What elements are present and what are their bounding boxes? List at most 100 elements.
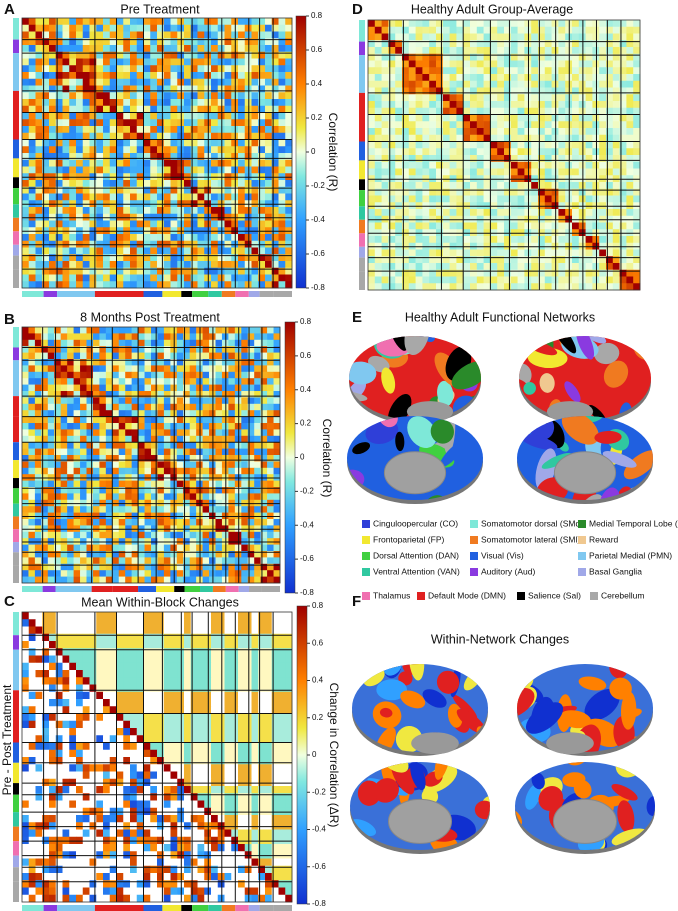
matrix-cell bbox=[29, 830, 36, 838]
matrix-cell bbox=[279, 721, 286, 729]
matrix-cell bbox=[157, 455, 164, 462]
matrix-cell bbox=[48, 429, 55, 436]
matrix-cell bbox=[184, 65, 191, 72]
matrix-cell bbox=[285, 830, 292, 838]
matrix-cell bbox=[184, 25, 191, 32]
matrix-cell bbox=[204, 656, 211, 664]
matrix-cell bbox=[211, 888, 218, 896]
matrix-cell bbox=[125, 442, 132, 449]
matrix-cell bbox=[198, 656, 205, 664]
matrix-cell bbox=[90, 261, 97, 268]
matrix-cell bbox=[252, 180, 259, 187]
matrix-cell bbox=[117, 214, 124, 221]
matrix-cell bbox=[130, 234, 137, 241]
matrix-cell bbox=[49, 750, 56, 758]
matrix-cell bbox=[28, 417, 35, 424]
matrix-cell bbox=[22, 79, 29, 86]
matrix-cell bbox=[90, 837, 97, 845]
matrix-cell bbox=[241, 532, 248, 539]
matrix-cell bbox=[83, 281, 90, 288]
matrix-cell bbox=[144, 133, 151, 140]
matrix-cell bbox=[216, 468, 223, 475]
matrix-cell bbox=[93, 340, 100, 347]
matrix-cell bbox=[279, 72, 286, 79]
matrix-cell bbox=[49, 721, 56, 729]
matrix-cell bbox=[218, 619, 225, 627]
matrix-cell bbox=[211, 859, 218, 867]
matrix-cell bbox=[112, 570, 119, 577]
matrix-cell bbox=[225, 281, 232, 288]
matrix-cell bbox=[29, 133, 36, 140]
matrix-cell bbox=[164, 160, 171, 167]
matrix-cell bbox=[164, 557, 171, 564]
matrix-cell bbox=[211, 180, 218, 187]
matrix-cell bbox=[265, 200, 272, 207]
matrix-cell bbox=[204, 641, 211, 649]
matrix-cell bbox=[83, 18, 90, 25]
matrix-cell bbox=[150, 86, 157, 93]
matrix-cell bbox=[123, 99, 130, 106]
matrix-cell bbox=[96, 706, 103, 714]
matrix-cell bbox=[74, 410, 81, 417]
matrix-cell bbox=[22, 519, 29, 526]
matrix-cell bbox=[164, 227, 171, 234]
matrix-cell bbox=[117, 113, 124, 120]
matrix-cell bbox=[265, 663, 272, 671]
matrix-cell bbox=[83, 72, 90, 79]
matrix-cell bbox=[83, 194, 90, 201]
matrix-cell bbox=[123, 714, 130, 722]
matrix-cell bbox=[117, 59, 124, 66]
matrix-cell bbox=[177, 241, 184, 248]
matrix-cell bbox=[190, 423, 197, 430]
matrix-cell bbox=[123, 786, 130, 794]
matrix-cell bbox=[103, 133, 110, 140]
matrix-cell bbox=[110, 888, 117, 896]
matrix-cell bbox=[110, 714, 117, 722]
matrix-cell bbox=[132, 391, 139, 398]
network-strip bbox=[13, 53, 19, 91]
matrix-cell bbox=[150, 619, 157, 627]
matrix-cell bbox=[112, 397, 119, 404]
matrix-cell bbox=[103, 772, 110, 780]
matrix-cell bbox=[265, 275, 272, 282]
matrix-cell bbox=[117, 735, 124, 743]
matrix-cell bbox=[99, 327, 106, 334]
matrix-cell bbox=[228, 378, 235, 385]
matrix-cell bbox=[151, 397, 158, 404]
matrix-cell bbox=[29, 180, 36, 187]
matrix-cell bbox=[252, 801, 259, 809]
matrix-cell bbox=[123, 113, 130, 120]
matrix-cell bbox=[74, 468, 81, 475]
matrix-cell bbox=[29, 670, 36, 678]
matrix-cell bbox=[36, 815, 43, 823]
matrix-cell bbox=[216, 577, 223, 584]
matrix-cell bbox=[29, 822, 36, 830]
matrix-cell bbox=[231, 99, 238, 106]
matrix-cell bbox=[203, 353, 210, 360]
matrix-cell bbox=[22, 180, 29, 187]
matrix-cell bbox=[204, 714, 211, 722]
matrix-cell bbox=[69, 895, 76, 903]
matrix-cell bbox=[177, 468, 184, 475]
matrix-cell bbox=[80, 449, 87, 456]
matrix-cell bbox=[241, 372, 248, 379]
matrix-cell bbox=[204, 830, 211, 838]
matrix-cell bbox=[157, 113, 164, 120]
matrix-cell bbox=[22, 641, 29, 649]
matrix-cell bbox=[157, 133, 164, 140]
matrix-cell bbox=[96, 619, 103, 627]
matrix-cell bbox=[203, 506, 210, 513]
matrix-cell bbox=[61, 410, 68, 417]
matrix-cell bbox=[87, 493, 94, 500]
matrix-cell bbox=[29, 140, 36, 147]
matrix-cell bbox=[225, 227, 232, 234]
matrix-cell bbox=[216, 385, 223, 392]
matrix-cell bbox=[137, 837, 144, 845]
matrix-cell bbox=[130, 281, 137, 288]
matrix-cell bbox=[252, 822, 259, 830]
matrix-cell bbox=[132, 372, 139, 379]
matrix-cell bbox=[252, 764, 259, 772]
matrix-cell bbox=[144, 663, 151, 671]
matrix-cell bbox=[83, 86, 90, 93]
matrix-cell bbox=[164, 153, 171, 160]
